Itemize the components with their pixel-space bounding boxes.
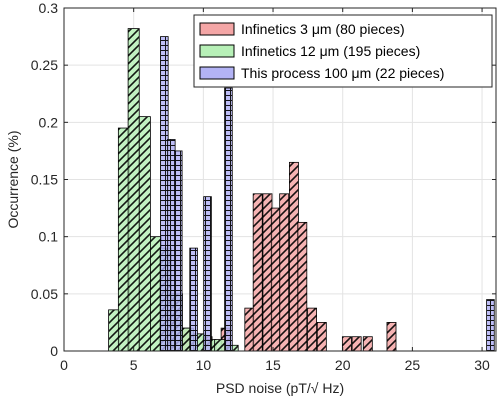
x-tick-label: 20 bbox=[335, 357, 351, 373]
bar-1-12 bbox=[316, 322, 327, 352]
legend-label: Infinetics 12 μm (195 pieces) bbox=[241, 43, 420, 59]
legend: Infinetics 3 μm (80 pieces) Infinetics 12… bbox=[193, 14, 493, 88]
bar-1-10 bbox=[297, 221, 308, 352]
x-tick-label: 0 bbox=[60, 357, 68, 373]
axes bbox=[63, 7, 497, 352]
y-tick-label: 0 bbox=[50, 343, 58, 359]
bars-layer bbox=[108, 28, 495, 352]
bar-1-7 bbox=[270, 207, 281, 352]
bar-1-5 bbox=[252, 193, 263, 352]
bar-3-5 bbox=[224, 87, 233, 352]
bar-3-0 bbox=[160, 36, 169, 352]
y-tick-label: 0.15 bbox=[31, 172, 58, 188]
legend-label: This process 100 μm (22 pieces) bbox=[241, 65, 444, 81]
y-tick-label: 0.3 bbox=[39, 0, 59, 16]
bar-1-11 bbox=[307, 307, 317, 352]
legend-item-2: Infinetics 12 μm (195 pieces) bbox=[199, 43, 420, 59]
legend-item-1: Infinetics 3 μm (80 pieces) bbox=[199, 21, 405, 37]
y-tick-label: 0.05 bbox=[31, 286, 58, 302]
bar-3-1 bbox=[167, 139, 176, 352]
bar-3-2 bbox=[174, 150, 183, 352]
x-tick-label: 10 bbox=[196, 357, 212, 373]
y-axis-label: Occurrence (%) bbox=[5, 130, 21, 228]
bar-1-9 bbox=[289, 161, 299, 352]
y-tick-label: 0.1 bbox=[39, 229, 59, 245]
legend-item-3: This process 100 μm (22 pieces) bbox=[199, 65, 444, 81]
bar-1-13 bbox=[341, 336, 352, 352]
bar-2-10 bbox=[214, 339, 227, 352]
legend-swatch bbox=[199, 44, 235, 58]
x-tick-label: 15 bbox=[265, 357, 281, 373]
bar-1-14 bbox=[351, 336, 362, 352]
legend-swatch bbox=[199, 66, 235, 80]
y-tick-label: 0.2 bbox=[39, 114, 59, 130]
bar-1-4 bbox=[244, 307, 255, 352]
x-axis-label: PSD noise (pT/√ Hz) bbox=[216, 380, 344, 396]
x-tick-label: 25 bbox=[405, 357, 421, 373]
bar-1-6 bbox=[262, 193, 273, 352]
bar-2-2 bbox=[127, 28, 140, 352]
x-tick-label: 30 bbox=[474, 357, 490, 373]
legend-swatch bbox=[199, 22, 235, 36]
legend-label: Infinetics 3 μm (80 pieces) bbox=[241, 21, 405, 37]
x-tick-label: 5 bbox=[130, 357, 138, 373]
bar-3-6 bbox=[486, 299, 495, 352]
bar-3-3 bbox=[189, 247, 198, 352]
bar-3-4 bbox=[203, 196, 212, 352]
tick-labels: 0 5 10 15 20 25 30 0 0.05 0.1 0.15 0.2 0.25 0.3 bbox=[31, 0, 490, 373]
legend-box bbox=[193, 14, 493, 88]
y-tick-label: 0.25 bbox=[31, 57, 58, 73]
bar-2-3 bbox=[138, 116, 151, 352]
bar-1-16 bbox=[386, 322, 397, 352]
bar-1-8 bbox=[279, 193, 290, 352]
bar-1-15 bbox=[362, 336, 373, 352]
